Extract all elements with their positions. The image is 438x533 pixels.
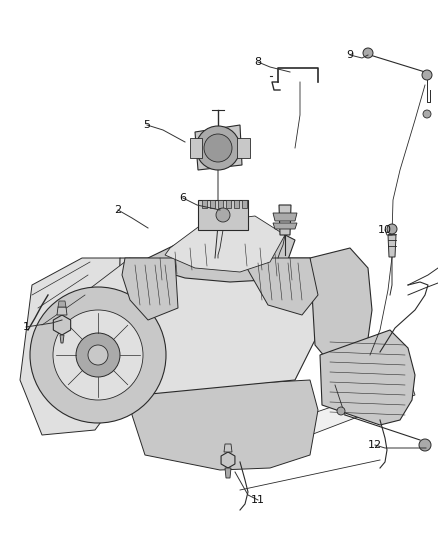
Polygon shape bbox=[130, 380, 318, 470]
Polygon shape bbox=[225, 468, 231, 478]
Polygon shape bbox=[279, 205, 291, 235]
Circle shape bbox=[53, 310, 143, 400]
Circle shape bbox=[387, 224, 397, 234]
Polygon shape bbox=[165, 216, 285, 272]
Polygon shape bbox=[195, 125, 242, 170]
Circle shape bbox=[196, 126, 240, 170]
Polygon shape bbox=[273, 223, 297, 229]
Polygon shape bbox=[80, 258, 135, 360]
Text: 5: 5 bbox=[144, 120, 151, 130]
Text: 6: 6 bbox=[180, 193, 187, 203]
Polygon shape bbox=[58, 301, 66, 307]
Polygon shape bbox=[148, 222, 295, 282]
Circle shape bbox=[423, 110, 431, 118]
Circle shape bbox=[337, 407, 345, 415]
Polygon shape bbox=[226, 200, 231, 208]
Text: 1: 1 bbox=[22, 322, 29, 332]
Polygon shape bbox=[224, 444, 232, 452]
Circle shape bbox=[76, 333, 120, 377]
Circle shape bbox=[422, 70, 432, 80]
Polygon shape bbox=[221, 452, 235, 468]
Polygon shape bbox=[245, 258, 318, 315]
Polygon shape bbox=[242, 200, 247, 208]
Text: 2: 2 bbox=[114, 205, 122, 215]
Circle shape bbox=[363, 48, 373, 58]
Circle shape bbox=[88, 345, 108, 365]
Text: 9: 9 bbox=[346, 50, 353, 60]
Polygon shape bbox=[210, 200, 215, 208]
Circle shape bbox=[30, 287, 166, 423]
Text: 12: 12 bbox=[368, 440, 382, 450]
Polygon shape bbox=[310, 248, 372, 375]
Circle shape bbox=[216, 208, 230, 222]
Polygon shape bbox=[237, 138, 250, 158]
Polygon shape bbox=[20, 258, 140, 435]
Polygon shape bbox=[234, 200, 239, 208]
Polygon shape bbox=[198, 200, 248, 230]
Polygon shape bbox=[122, 258, 178, 320]
Text: 10: 10 bbox=[378, 225, 392, 235]
Circle shape bbox=[419, 439, 431, 451]
Polygon shape bbox=[388, 235, 396, 257]
Text: 11: 11 bbox=[251, 495, 265, 505]
Polygon shape bbox=[202, 200, 207, 208]
Polygon shape bbox=[320, 330, 415, 425]
Polygon shape bbox=[118, 258, 320, 395]
Polygon shape bbox=[53, 315, 71, 335]
Circle shape bbox=[204, 134, 232, 162]
Polygon shape bbox=[190, 138, 202, 158]
Polygon shape bbox=[235, 380, 415, 462]
Polygon shape bbox=[57, 307, 67, 315]
Polygon shape bbox=[60, 335, 64, 343]
Polygon shape bbox=[218, 200, 223, 208]
Text: 8: 8 bbox=[254, 57, 261, 67]
Polygon shape bbox=[273, 213, 297, 221]
